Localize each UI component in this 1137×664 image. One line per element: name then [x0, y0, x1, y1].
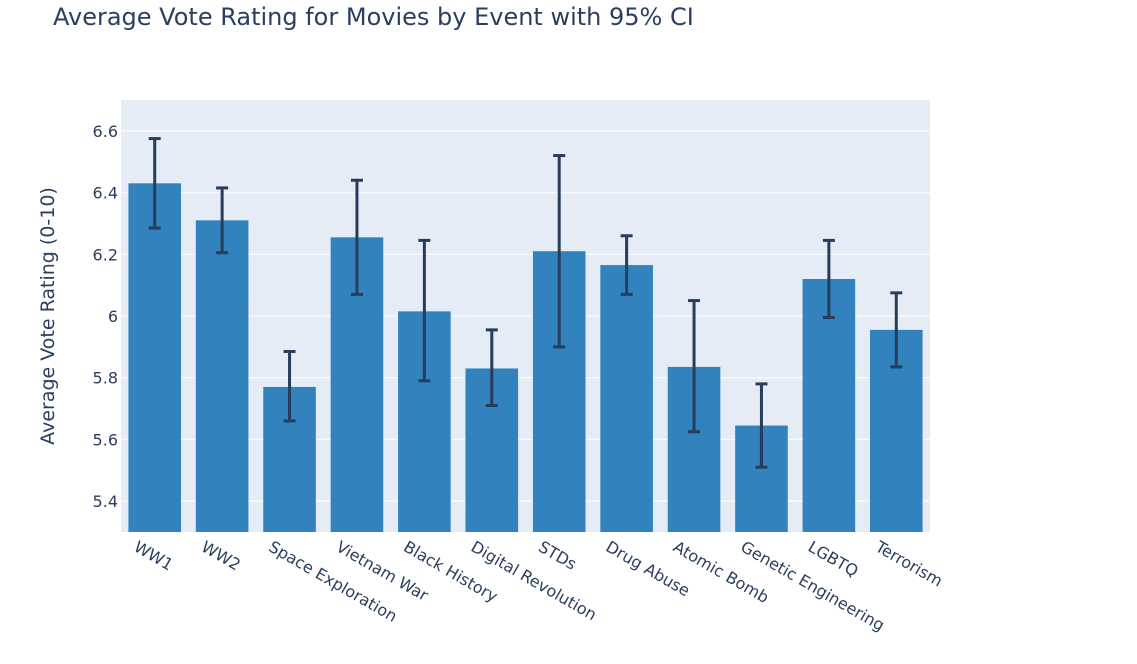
- y-tick-label: 6.2: [93, 245, 118, 264]
- x-tick-label: Digital Revolution: [468, 537, 600, 624]
- error-bar: [148, 137, 161, 230]
- error-bar: [485, 328, 498, 407]
- x-tick-label: Space Exploration: [266, 537, 401, 626]
- y-tick-label: 5.4: [93, 492, 118, 511]
- error-bar: [350, 178, 363, 296]
- error-bars: [148, 137, 903, 469]
- error-bar: [418, 238, 431, 383]
- x-tick-label: Terrorism: [871, 537, 946, 591]
- error-bar: [890, 291, 903, 369]
- bar: [600, 265, 653, 532]
- y-tick-label: 5.8: [93, 369, 118, 388]
- bar: [195, 220, 249, 533]
- error-bar: [216, 186, 229, 255]
- y-tick-label: 6.4: [93, 184, 118, 203]
- gridlines: [121, 130, 930, 502]
- error-bar: [553, 154, 566, 349]
- x-tick-label: WW1: [131, 537, 177, 574]
- chart-title: Average Vote Rating for Movies by Event …: [53, 3, 694, 31]
- x-tick-label: LGBTQ: [805, 537, 862, 581]
- y-tick-label: 6: [108, 307, 118, 326]
- y-axis-ticks: 5.4 5.6 5.8 6 6.2 6.4 6.6: [93, 122, 118, 511]
- y-tick-label: 6.6: [93, 122, 118, 141]
- error-bar: [755, 382, 768, 469]
- bar: [128, 183, 182, 533]
- error-bar: [283, 349, 296, 423]
- error-bar: [822, 238, 835, 320]
- error-bar: [688, 299, 701, 434]
- x-tick-label: STDs: [535, 537, 580, 574]
- x-tick-label: WW2: [198, 537, 244, 574]
- y-tick-label: 5.6: [93, 430, 118, 449]
- bar: [802, 278, 856, 532]
- y-axis-label: Average Vote Rating (0-10): [37, 187, 59, 445]
- bars: [128, 183, 923, 533]
- error-bar: [620, 234, 633, 296]
